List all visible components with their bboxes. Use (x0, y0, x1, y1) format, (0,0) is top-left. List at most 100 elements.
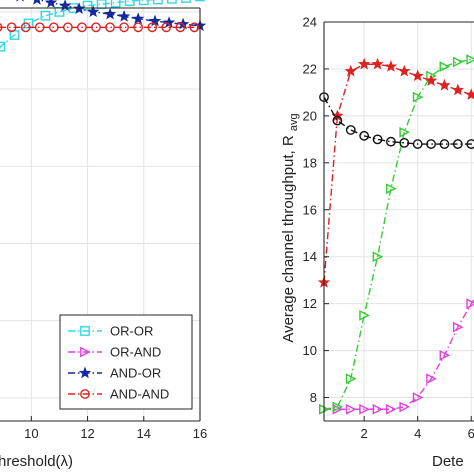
legend-marker (80, 389, 90, 399)
data-point (424, 74, 438, 86)
data-point (34, 22, 45, 33)
left-chart-axes (0, 7, 201, 422)
y-tick-label: 8 (310, 390, 317, 405)
data-point (371, 57, 384, 70)
data-point (0, 41, 6, 52)
data-point (332, 115, 343, 126)
data-point (162, 16, 176, 28)
data-point (110, 0, 121, 8)
legend-item: AND-OR (68, 366, 161, 381)
legend-label: OR-OR (110, 324, 153, 339)
data-point (399, 126, 411, 138)
data-point (40, 10, 51, 21)
y-axis-label-main: Average channel throughput, R (280, 135, 297, 343)
legend-item: AND-AND (68, 387, 169, 402)
legend: OR-OR OR-AND AND-OR AND-AND (59, 314, 193, 410)
data-point (161, 22, 172, 33)
data-point (44, 0, 58, 8)
data-point (332, 401, 344, 413)
data-point (452, 321, 464, 333)
data-point (398, 64, 411, 77)
data-point (345, 403, 357, 415)
data-point (372, 134, 383, 145)
data-point (439, 61, 451, 72)
data-point (48, 22, 59, 33)
data-point (439, 349, 451, 361)
data-point (359, 403, 370, 415)
legend-item: OR-AND (68, 345, 161, 360)
data-point (452, 56, 464, 68)
left-chart-series (0, 0, 207, 52)
x-tick-label: 4 (414, 426, 421, 441)
x-tick-label: 10 (24, 426, 38, 441)
data-point (465, 88, 474, 100)
y-tick-label: 24 (303, 15, 317, 30)
data-point (77, 22, 87, 33)
data-point (439, 139, 450, 149)
data-point (91, 22, 101, 33)
data-point (386, 183, 397, 194)
data-point (399, 401, 411, 413)
data-point (124, 0, 135, 6)
right-chart-grid (324, 21, 474, 421)
left-chart-x-axis-label: hreshold(λ) (0, 453, 73, 470)
data-point (33, 0, 41, 5)
right-chart-series (317, 54, 474, 415)
x-tick-label: 6 (468, 426, 474, 441)
data-point (412, 392, 424, 403)
data-point (133, 22, 144, 33)
data-point (466, 139, 474, 149)
data-point (384, 60, 398, 72)
x-tick-label: 14 (137, 426, 151, 441)
legend-item: OR-OR (68, 324, 153, 339)
data-point (138, 0, 149, 6)
data-point (181, 0, 191, 3)
data-point (132, 12, 145, 25)
data-point (412, 139, 423, 149)
y-tick-label: 16 (303, 202, 317, 217)
legend-marker (78, 366, 92, 379)
data-point (175, 22, 186, 33)
legend-label: OR-AND (110, 345, 161, 360)
y-axis-label-subscript: avg (288, 113, 300, 131)
data-point (0, 23, 3, 32)
x-tick-label: 2 (361, 426, 368, 441)
y-tick-label: 12 (303, 296, 317, 311)
data-point (62, 22, 73, 33)
data-point (451, 83, 464, 96)
data-point (87, 5, 100, 18)
legend-label: AND-OR (110, 366, 161, 381)
data-point (119, 22, 130, 33)
legend-marker (80, 346, 91, 358)
data-point (105, 22, 115, 33)
data-point (20, 22, 31, 33)
data-point (426, 373, 437, 385)
data-point (16, 0, 24, 2)
series-line (324, 298, 474, 410)
y-tick-label: 10 (303, 343, 317, 358)
data-point (117, 10, 131, 22)
legend-marker (80, 326, 90, 336)
data-point (359, 130, 370, 141)
y-tick-label: 18 (303, 155, 317, 170)
data-point (166, 0, 177, 4)
data-point (189, 22, 200, 33)
series-line (323, 96, 474, 145)
data-point (412, 91, 424, 103)
data-point (372, 251, 384, 263)
data-point (345, 125, 356, 135)
left-chart-ticks: 10 12 14 16 (24, 416, 207, 441)
data-point (372, 403, 384, 415)
left-chart: 10 12 14 16 hreshold(λ) OR-OR OR-AND AND-OR AN… (0, 0, 207, 470)
data-point (358, 57, 371, 70)
data-point (6, 22, 17, 33)
legend-box (59, 314, 193, 410)
data-point (195, 0, 205, 2)
series-line (323, 58, 472, 410)
data-point (103, 7, 117, 20)
data-point (152, 0, 163, 5)
data-point (386, 136, 396, 147)
